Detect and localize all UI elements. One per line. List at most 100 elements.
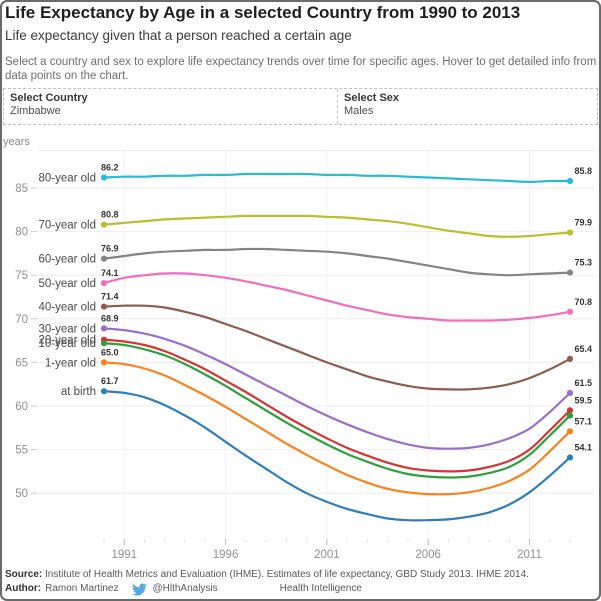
series-at-birth: at birth 61.7 54.1 — [61, 376, 592, 522]
y-tick-label: 50 — [15, 488, 28, 500]
series-line-10-year-old[interactable] — [102, 342, 572, 479]
series-name-label-at-birth: at birth — [61, 386, 96, 398]
series-start-dot-50-year-old[interactable] — [100, 279, 108, 287]
series-end-dot-20-year-old[interactable] — [566, 407, 574, 414]
series-line-40-year-old[interactable] — [102, 304, 572, 391]
y-tick-label: 60 — [15, 401, 28, 413]
y-tick-label: 70 — [15, 314, 28, 326]
end-value-label-50-year-old: 70.8 — [574, 297, 592, 307]
series-end-dot-50-year-old[interactable] — [566, 308, 574, 315]
series-20-year-old: 20-year old 59.5 — [38, 335, 592, 473]
source-line: Source: Institute of Health Metrics and … — [5, 569, 597, 582]
end-value-label-at-birth: 54.1 — [574, 442, 592, 452]
series-end-dot-60-year-old[interactable] — [566, 269, 574, 276]
site-name-link[interactable]: Health Intelligence — [279, 582, 362, 594]
end-value-label-70-year-old: 79.9 — [574, 217, 592, 227]
country-filter[interactable]: Select Country Zimbabwe — [4, 89, 338, 124]
series-start-dot-1-year-old[interactable] — [100, 359, 108, 366]
series-end-dot-40-year-old[interactable] — [566, 355, 574, 363]
series-start-dot-at-birth[interactable] — [100, 388, 108, 395]
series-name-label-20-year-old: 20-year old — [38, 335, 96, 347]
end-value-label-1-year-old: 57.1 — [574, 416, 592, 426]
start-value-label-80-year-old: 86.2 — [101, 163, 119, 173]
start-value-label-at-birth: 61.7 — [101, 376, 119, 386]
sex-filter-label: Select Sex — [344, 92, 400, 104]
end-value-label-30-year-old: 61.5 — [574, 378, 592, 388]
series-start-dot-10-year-old[interactable] — [100, 340, 108, 347]
series-40-year-old: 40-year old 71.4 65.4 — [38, 292, 592, 391]
series-line-50-year-old[interactable] — [102, 272, 572, 322]
series-start-dot-70-year-old[interactable] — [100, 221, 108, 228]
series-name-label-60-year-old: 60-year old — [38, 254, 96, 266]
twitter-handle[interactable]: @HlthAnalysis — [152, 582, 218, 594]
series-80-year-old: 80-year old 86.2 85.8 — [38, 163, 592, 185]
series-name-label-40-year-old: 40-year old — [38, 302, 96, 314]
series-50-year-old: 50-year old 74.1 70.8 — [38, 268, 592, 322]
source-text: Institute of Health Metrics and Evaluati… — [45, 569, 529, 580]
series-end-dot-30-year-old[interactable] — [566, 389, 574, 397]
series-name-label-80-year-old: 80-year old — [38, 173, 96, 185]
series-start-dot-30-year-old[interactable] — [100, 325, 108, 332]
series-10-year-old: 10-year old — [38, 338, 574, 479]
series-end-dot-80-year-old[interactable] — [566, 177, 574, 185]
series-end-dot-at-birth[interactable] — [566, 454, 574, 461]
filter-row: Select Country Zimbabwe Select Sex Males — [3, 88, 598, 125]
page-subtitle: Life expectancy given that a person reac… — [5, 28, 352, 43]
series-line-at-birth[interactable] — [102, 390, 572, 522]
author-line: Author: Ramon Martinez @HlthAnalysis Hea… — [5, 583, 597, 596]
series-70-year-old: 70-year old 80.8 79.9 — [38, 210, 592, 238]
series-30-year-old: 30-year old 68.9 61.5 — [38, 313, 592, 450]
start-value-label-50-year-old: 74.1 — [101, 268, 119, 278]
series-1-year-old: 1-year old 65.0 57.1 — [45, 347, 592, 496]
series-name-label-10-year-old: 10-year old — [38, 338, 96, 350]
y-tick-label: 80 — [15, 227, 28, 239]
series-line-20-year-old[interactable] — [102, 338, 572, 473]
start-value-label-30-year-old: 68.9 — [101, 313, 119, 323]
y-tick-label: 75 — [15, 270, 28, 282]
x-tick-label: 2006 — [415, 549, 441, 561]
end-value-label-40-year-old: 65.4 — [574, 344, 592, 354]
end-value-label-80-year-old: 85.8 — [574, 166, 592, 176]
y-axis-title: years — [3, 136, 30, 148]
series-line-30-year-old[interactable] — [102, 327, 572, 450]
x-tick-label: 2001 — [314, 549, 340, 561]
sex-filter[interactable]: Select Sex Males — [338, 89, 597, 124]
series-end-dot-1-year-old[interactable] — [566, 428, 574, 435]
x-tick-label: 1991 — [111, 549, 137, 561]
series-name-label-1-year-old: 1-year old — [45, 357, 96, 369]
y-tick-label: 85 — [15, 183, 28, 195]
series-60-year-old: 60-year old 76.9 75.3 — [38, 244, 592, 277]
x-tick-label: 2011 — [517, 549, 542, 561]
series-line-80-year-old[interactable] — [102, 172, 572, 183]
footer: Source: Institute of Health Metrics and … — [5, 569, 597, 596]
start-value-label-40-year-old: 71.4 — [101, 292, 119, 302]
start-value-label-60-year-old: 76.9 — [101, 244, 119, 254]
country-filter-value[interactable]: Zimbabwe — [10, 105, 61, 117]
series-name-label-30-year-old: 30-year old — [38, 323, 96, 335]
y-tick-label: 65 — [15, 357, 28, 369]
series-line-70-year-old[interactable] — [102, 214, 572, 238]
series-line-60-year-old[interactable] — [102, 247, 572, 277]
series-name-label-70-year-old: 70-year old — [38, 220, 96, 232]
series-start-dot-60-year-old[interactable] — [100, 255, 108, 262]
source-label: Source: — [5, 569, 43, 580]
author-name: Ramon Martinez — [45, 582, 119, 594]
twitter-icon[interactable] — [132, 582, 148, 596]
end-value-label-20-year-old: 59.5 — [574, 395, 592, 405]
series-start-dot-40-year-old[interactable] — [100, 303, 108, 310]
y-tick-label: 55 — [15, 445, 28, 457]
series-end-dot-10-year-old[interactable] — [566, 412, 574, 419]
sex-filter-value[interactable]: Males — [344, 105, 374, 117]
instructions-text: Select a country and sex to explore life… — [5, 56, 597, 82]
start-value-label-1-year-old: 65.0 — [101, 347, 119, 357]
x-tick-label: 1996 — [213, 549, 239, 561]
series-line-1-year-old[interactable] — [102, 361, 572, 496]
country-filter-label: Select Country — [10, 92, 88, 104]
series-end-dot-70-year-old[interactable] — [566, 229, 574, 236]
end-value-label-60-year-old: 75.3 — [574, 258, 592, 268]
series-start-dot-80-year-old[interactable] — [100, 174, 108, 181]
page-title: Life Expectancy by Age in a selected Cou… — [5, 3, 521, 22]
author-label: Author: — [5, 582, 42, 594]
start-value-label-70-year-old: 80.8 — [101, 210, 119, 220]
